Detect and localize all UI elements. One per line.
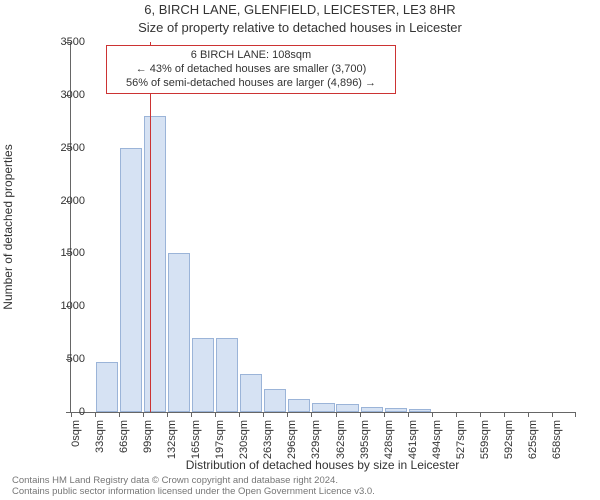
histogram-bar — [192, 338, 214, 412]
histogram-bar — [168, 253, 190, 412]
xtick-label: 592sqm — [503, 420, 515, 460]
callout-line: ← 43% of detached houses are smaller (3,… — [113, 63, 389, 77]
histogram-bar — [336, 404, 358, 412]
title-main: 6, BIRCH LANE, GLENFIELD, LEICESTER, LE3… — [0, 2, 600, 17]
xtick-mark — [263, 412, 264, 417]
xtick-mark — [360, 412, 361, 417]
histogram-bar — [312, 403, 334, 413]
property-marker-line — [150, 42, 151, 412]
xtick-label: 395sqm — [359, 420, 371, 460]
xtick-label: 329sqm — [310, 420, 322, 460]
xtick-mark — [504, 412, 505, 417]
xtick-label: 461sqm — [407, 420, 419, 460]
xtick-mark — [480, 412, 481, 417]
xtick-label: 230sqm — [238, 420, 250, 460]
figure: 6, BIRCH LANE, GLENFIELD, LEICESTER, LE3… — [0, 0, 600, 500]
xtick-mark — [552, 412, 553, 417]
xtick-mark — [432, 412, 433, 417]
xtick-mark — [191, 412, 192, 417]
x-axis-label: Distribution of detached houses by size … — [70, 458, 575, 472]
xtick-mark — [311, 412, 312, 417]
xtick-mark — [119, 412, 120, 417]
xtick-label: 66sqm — [118, 420, 130, 460]
histogram-bar — [264, 389, 286, 412]
xtick-mark — [408, 412, 409, 417]
property-callout: 6 BIRCH LANE: 108sqm← 43% of detached ho… — [106, 45, 396, 94]
xtick-mark — [528, 412, 529, 417]
y-axis-label: Number of detached properties — [1, 144, 15, 309]
xtick-label: 658sqm — [551, 420, 563, 460]
xtick-label: 165sqm — [190, 420, 202, 460]
xtick-mark — [287, 412, 288, 417]
histogram-bar — [288, 399, 310, 412]
ytick-label: 1000 — [61, 300, 85, 312]
callout-line: 56% of semi-detached houses are larger (… — [113, 77, 389, 91]
histogram-bar — [240, 374, 262, 412]
ytick-label: 3000 — [61, 89, 85, 101]
ytick-label: 2000 — [61, 195, 85, 207]
xtick-mark — [71, 412, 72, 417]
ytick-label: 3500 — [61, 36, 85, 48]
xtick-label: 99sqm — [142, 420, 154, 460]
histogram-bar — [385, 408, 407, 412]
xtick-label: 263sqm — [262, 420, 274, 460]
xtick-label: 494sqm — [431, 420, 443, 460]
histogram-bar — [120, 148, 142, 412]
xtick-mark — [575, 412, 576, 417]
xtick-label: 428sqm — [383, 420, 395, 460]
xtick-label: 527sqm — [455, 420, 467, 460]
chart-area: 6 BIRCH LANE: 108sqm← 43% of detached ho… — [70, 42, 576, 413]
xtick-mark — [384, 412, 385, 417]
xtick-label: 559sqm — [479, 420, 491, 460]
histogram-bar — [409, 409, 431, 412]
title-sub: Size of property relative to detached ho… — [0, 20, 600, 35]
footer-line-2: Contains public sector information licen… — [12, 487, 375, 498]
xtick-mark — [95, 412, 96, 417]
histogram-bar — [216, 338, 238, 412]
xtick-label: 132sqm — [166, 420, 178, 460]
xtick-mark — [336, 412, 337, 417]
footer: Contains HM Land Registry data © Crown c… — [12, 476, 375, 498]
xtick-mark — [215, 412, 216, 417]
xtick-mark — [143, 412, 144, 417]
callout-line: 6 BIRCH LANE: 108sqm — [113, 49, 389, 63]
histogram-bar — [361, 407, 383, 412]
xtick-label: 625sqm — [527, 420, 539, 460]
xtick-mark — [239, 412, 240, 417]
histogram-bar — [144, 116, 166, 412]
ytick-label: 500 — [67, 353, 85, 365]
xtick-label: 296sqm — [286, 420, 298, 460]
xtick-mark — [167, 412, 168, 417]
xtick-label: 197sqm — [214, 420, 226, 460]
xtick-label: 362sqm — [335, 420, 347, 460]
ytick-label: 0 — [79, 406, 85, 418]
xtick-mark — [456, 412, 457, 417]
histogram-bar — [96, 362, 118, 412]
ytick-label: 2500 — [61, 142, 85, 154]
xtick-label: 0sqm — [70, 420, 82, 460]
xtick-label: 33sqm — [94, 420, 106, 460]
ytick-label: 1500 — [61, 247, 85, 259]
